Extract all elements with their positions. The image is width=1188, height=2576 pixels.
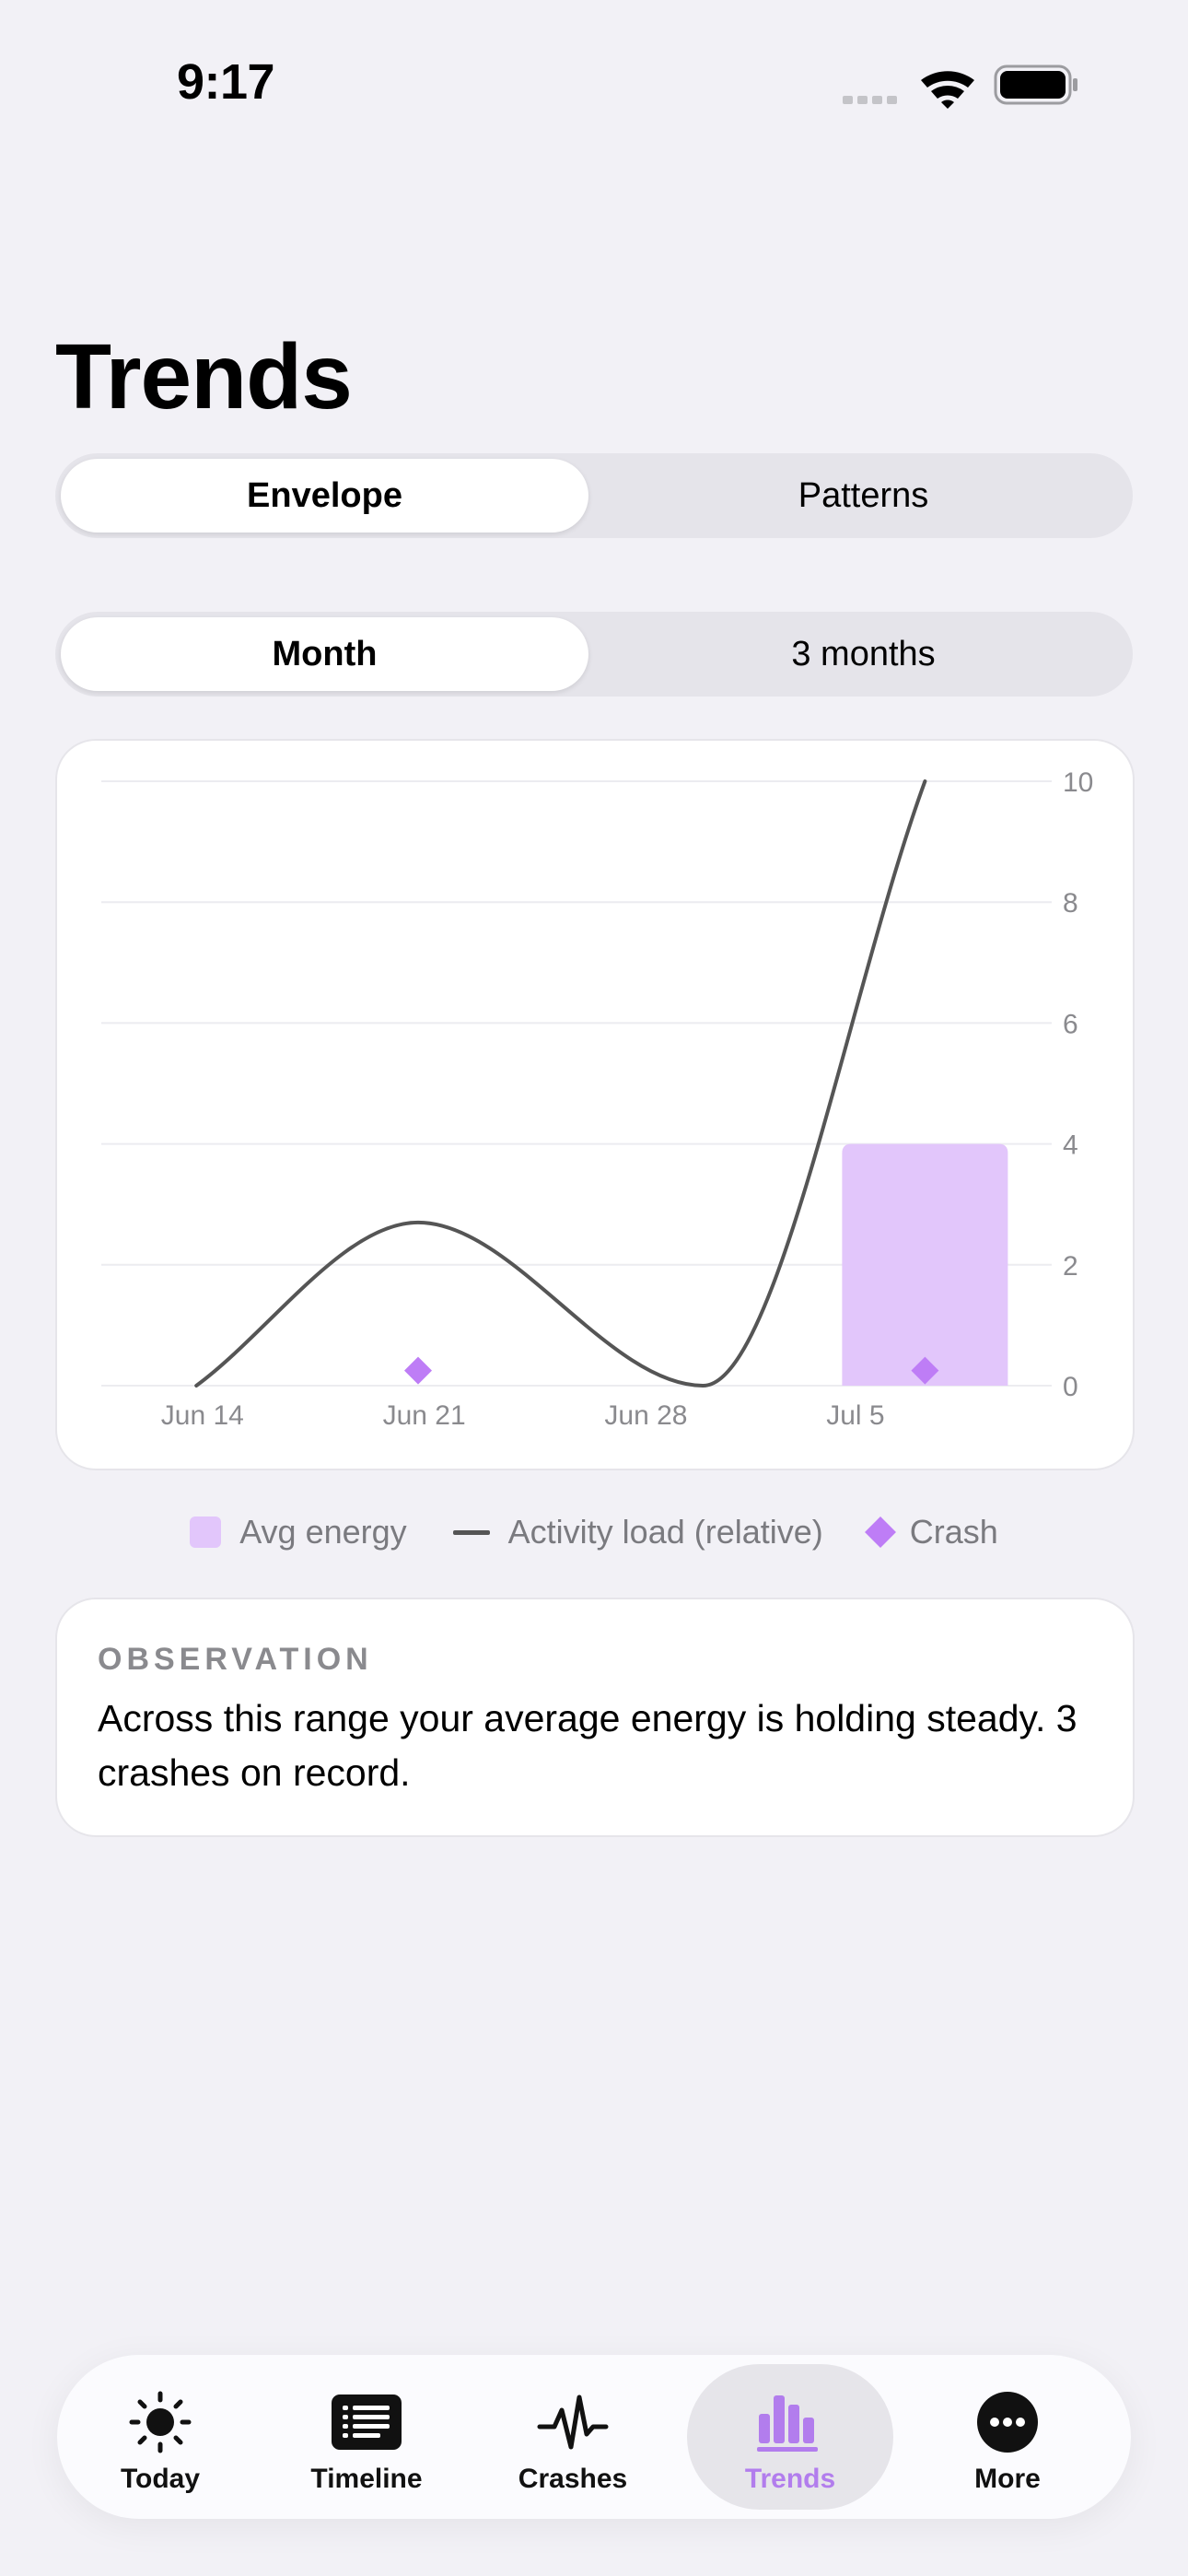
y-tick-label: 4 [1063, 1130, 1078, 1161]
segment-month[interactable]: Month [61, 617, 588, 691]
y-tick-label: 8 [1063, 888, 1078, 919]
tab-today[interactable]: Today [57, 2364, 263, 2510]
tab-more[interactable]: More [904, 2364, 1111, 2510]
list-icon [332, 2395, 402, 2450]
legend-swatch-activity [452, 1529, 490, 1535]
range-segmented-control: Month 3 months [55, 612, 1133, 697]
status-indicators [840, 63, 1079, 109]
tab-trends[interactable]: Trends [687, 2364, 893, 2510]
tab-bar: Today Timeline Crashes [57, 2355, 1131, 2519]
crash-marker [404, 1356, 432, 1385]
tab-label-crashes: Crashes [518, 2464, 628, 2494]
tab-label-trends: Trends [744, 2464, 836, 2494]
x-tick-label: Jun 14 [161, 1400, 244, 1431]
tab-crashes[interactable]: Crashes [470, 2364, 676, 2510]
legend-label-energy: Avg energy [239, 1513, 407, 1551]
segment-3-months[interactable]: 3 months [791, 634, 936, 673]
sun-icon [129, 2391, 192, 2453]
crash-marker [911, 1356, 939, 1385]
ellipsis-circle-icon [977, 2392, 1038, 2453]
chart-legend: Avg energy Activity load (relative) Cras… [0, 1513, 1188, 1551]
observation-text: Across this range your average energy is… [98, 1697, 1077, 1794]
x-tick-label: Jul 5 [826, 1400, 884, 1431]
tab-label-more: More [974, 2464, 1041, 2494]
observation-card: OBSERVATION Across this range your avera… [55, 1598, 1135, 1837]
legend-swatch-crash [864, 1516, 896, 1548]
chart-card: 0 2 4 6 8 10 Jun 14 Jun 21 Jun 28 Jul 5 [55, 739, 1135, 1470]
x-tick-label: Jun 21 [383, 1400, 466, 1431]
status-time: 9:17 [177, 54, 275, 110]
wifi-icon [921, 71, 974, 109]
legend-swatch-energy [190, 1516, 222, 1548]
legend-item-crash: Crash [864, 1513, 998, 1551]
view-segmented-control: Envelope Patterns [55, 453, 1133, 538]
legend-label-crash: Crash [909, 1513, 998, 1551]
y-tick-label: 0 [1063, 1372, 1078, 1402]
x-tick-label: Jun 28 [604, 1400, 687, 1431]
chart-bar-icon [757, 2395, 818, 2452]
activity-load-line [194, 779, 927, 1388]
energy-bar [842, 1143, 1008, 1386]
segment-patterns[interactable]: Patterns [798, 475, 929, 515]
legend-item-energy: Avg energy [190, 1513, 407, 1551]
page-title: Trends [55, 325, 353, 428]
y-tick-label: 2 [1063, 1251, 1078, 1282]
cellular-signal-icon [843, 96, 897, 104]
battery-icon [994, 64, 1077, 105]
legend-item-activity: Activity load (relative) [452, 1513, 823, 1551]
legend-label-activity: Activity load (relative) [507, 1513, 823, 1551]
segment-envelope[interactable]: Envelope [61, 459, 588, 533]
waveform-icon [537, 2395, 609, 2450]
observation-label: OBSERVATION [98, 1642, 373, 1677]
trends-chart: 0 2 4 6 8 10 Jun 14 Jun 21 Jun 28 Jul 5 [101, 767, 1093, 1431]
tab-label-today: Today [120, 2464, 201, 2494]
tab-timeline[interactable]: Timeline [263, 2364, 470, 2510]
y-tick-label: 10 [1063, 767, 1093, 798]
tab-label-timeline: Timeline [310, 2464, 423, 2494]
y-tick-label: 6 [1063, 1009, 1078, 1039]
